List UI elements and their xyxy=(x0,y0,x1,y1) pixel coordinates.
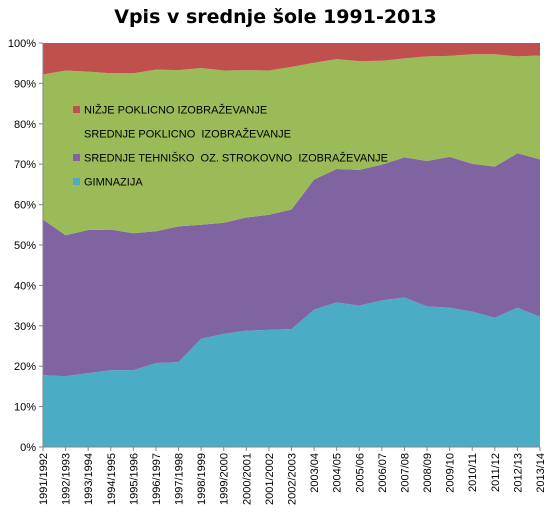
chart-title: Vpis v srednje šole 1991-2013 xyxy=(114,6,437,28)
x-tick-label: 2009/10 xyxy=(445,453,457,493)
x-tick-label: 2011/12 xyxy=(490,453,502,492)
x-tick-label: 1998/1999 xyxy=(196,453,208,505)
y-tick-label: 60% xyxy=(14,200,36,212)
y-tick-label: 50% xyxy=(14,240,36,252)
y-tick-label: 10% xyxy=(14,402,36,414)
legend-label-srednje-poklicno-izobrazevanje: SREDNJE POKLICNO IZOBRAŽEVANJE xyxy=(84,128,291,141)
series-area-gimnazija xyxy=(43,297,540,447)
x-tick-label: 1996/1997 xyxy=(151,453,163,505)
x-tick-label: 2006/07 xyxy=(377,453,389,493)
x-tick-label: 2013/14 xyxy=(535,453,547,493)
x-tick-label: 2007/08 xyxy=(399,453,411,493)
y-tick-label: 80% xyxy=(14,119,36,131)
y-tick-label: 70% xyxy=(14,159,36,171)
series-area-srednje-tehnisko-oz-strokovno-izobrazevanje xyxy=(43,153,540,377)
x-tick-label: 2008/09 xyxy=(422,453,434,493)
x-tick-label: 1995/1996 xyxy=(128,453,140,505)
legend-label-gimnazija: GIMNAZIJA xyxy=(84,177,143,189)
y-tick-label: 30% xyxy=(14,321,36,333)
x-tick-label: 2001/2002 xyxy=(264,453,276,505)
x-tick-label: 2003/04 xyxy=(309,453,321,493)
legend-label-nizje-poklicno-izobrazevanje: NIŽJE POKLICNO IZOBRAŽEVANJE xyxy=(84,104,267,117)
y-tick-label: 0% xyxy=(20,442,36,454)
x-tick-label: 2000/2001 xyxy=(241,453,253,505)
series-area-nizje-poklicno-izobrazevanje xyxy=(43,43,540,75)
legend-swatch xyxy=(73,130,80,137)
x-tick-label: 1997/1998 xyxy=(174,453,186,505)
y-tick-label: 90% xyxy=(14,78,36,90)
legend-label-srednje-tehnisko-oz-strokovno-izobrazevanje: SREDNJE TEHNIŠKO OZ. STROKOVNO IZOBRAŽEV… xyxy=(84,152,388,165)
series-area-srednje-poklicno-izobrazevanje xyxy=(43,54,540,236)
x-tick-label: 2012/13 xyxy=(512,453,524,493)
x-tick-label: 2002/2003 xyxy=(287,453,299,505)
y-tick-label: 100% xyxy=(8,38,36,50)
x-tick-label: 2010/11 xyxy=(467,453,479,492)
y-tick-label: 20% xyxy=(14,361,36,373)
x-tick-label: 1991/1992 xyxy=(38,453,50,505)
x-tick-label: 1999/2000 xyxy=(219,453,231,505)
legend-swatch xyxy=(73,154,80,161)
y-tick-label: 40% xyxy=(14,280,36,292)
legend-swatch xyxy=(73,178,80,185)
x-tick-label: 1994/1995 xyxy=(106,453,118,505)
x-tick-label: 2004/05 xyxy=(332,453,344,493)
x-tick-label: 2005/06 xyxy=(354,453,366,493)
x-tick-label: 1993/1994 xyxy=(83,453,95,505)
x-tick-label: 1992/1993 xyxy=(61,453,73,505)
legend-swatch xyxy=(73,106,80,113)
